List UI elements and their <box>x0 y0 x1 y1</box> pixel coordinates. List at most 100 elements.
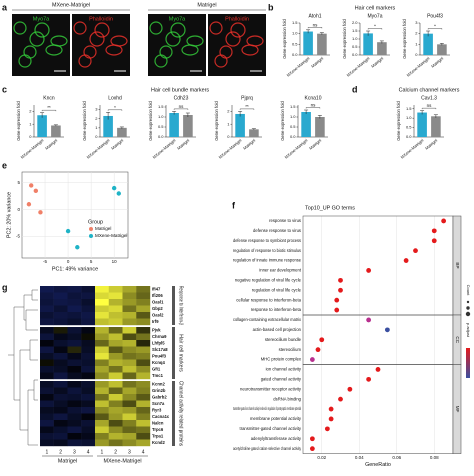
heat-cell <box>108 359 123 367</box>
panel-label: a <box>2 2 8 12</box>
significance-bracket <box>239 108 255 110</box>
heat-cell <box>53 394 68 401</box>
y-tick-label: 1.0 <box>406 115 412 120</box>
column-label: 3 <box>128 449 131 455</box>
chart-title: Pou4f3 <box>427 13 443 19</box>
dot <box>319 337 325 343</box>
legend-size <box>466 306 470 310</box>
term-label: stereocilium bundle <box>265 337 302 342</box>
gene-label: Slc17a8 <box>152 347 168 352</box>
y-tick-label: -5 <box>16 234 20 239</box>
y-tick-label: 2.0 <box>352 20 358 25</box>
heat-cell <box>40 381 54 388</box>
bar <box>431 116 441 137</box>
y-axis-label: Gene expression fold <box>82 101 87 141</box>
chart-title: Kcna10 <box>305 95 322 101</box>
x-tick-label: Matrigel <box>242 138 256 151</box>
gene-label: Gabrb2 <box>152 394 167 399</box>
bar <box>315 117 325 137</box>
y-tick-label: 1.0 <box>352 36 358 41</box>
heat-cell <box>67 426 82 434</box>
heat-cell <box>108 372 123 380</box>
heat-cell <box>108 407 123 414</box>
gene-label: Trpc6 <box>152 427 164 432</box>
heat-cell <box>95 394 109 401</box>
chart-title: Cav1.3 <box>421 95 437 101</box>
term-label: MHC protein complex <box>261 357 302 362</box>
error-bar <box>251 128 256 130</box>
heat-cell <box>53 318 68 326</box>
heat-cell <box>67 312 82 319</box>
heat-cell <box>95 413 109 421</box>
heat-cell <box>81 426 96 434</box>
y-tick-label: 1.0 <box>290 114 296 119</box>
heat-cell <box>81 381 96 388</box>
section-label: CC <box>455 336 460 343</box>
heat-cell <box>122 359 137 367</box>
y-tick-label: 0.0 <box>290 134 296 139</box>
x-tick-label: 0.08 <box>430 455 439 460</box>
column-label: 4 <box>87 449 90 455</box>
section-strip <box>452 364 462 454</box>
heat-cell <box>122 387 137 395</box>
heat-cell <box>81 359 96 367</box>
x-tick-label: Matrigel <box>44 138 58 151</box>
x-axis-label: PC1: 49% variance <box>52 266 98 272</box>
heat-cell <box>136 353 151 360</box>
term-label: stereocilium <box>279 347 302 352</box>
heat-cell <box>67 346 82 354</box>
heat-cell <box>67 333 82 341</box>
gene-label: Pou4f3 <box>152 353 167 358</box>
significance-bracket <box>107 109 123 111</box>
x-tick-label: MXene-Matrigel <box>346 56 371 78</box>
dot <box>338 396 343 402</box>
legend-label: MXene-Matrigel <box>95 233 127 238</box>
heat-cell <box>108 286 123 293</box>
heat-cell <box>67 327 82 334</box>
dot <box>309 446 315 452</box>
heat-cell <box>81 400 96 408</box>
heat-cell <box>95 286 109 293</box>
heat-cell <box>122 394 137 401</box>
heat-cell <box>136 318 151 326</box>
legend-size <box>465 311 471 317</box>
heat-cell <box>67 407 82 414</box>
section-frame <box>302 364 454 454</box>
significance-bracket <box>41 109 57 112</box>
error-bar <box>119 126 124 129</box>
x-tick-label: MXene-Matrigel <box>218 138 243 160</box>
significance-bracket <box>427 28 443 30</box>
term-label: defense response to symbiont process <box>233 238 301 243</box>
significance-bracket <box>421 107 437 110</box>
dot <box>328 416 334 422</box>
cell <box>225 31 241 47</box>
heat-cell <box>40 420 54 427</box>
heat-cell <box>67 387 82 395</box>
heat-cell <box>53 387 68 395</box>
bar <box>437 44 447 55</box>
heat-cell <box>40 387 54 395</box>
heat-cell <box>53 333 68 341</box>
heat-cell <box>40 286 54 293</box>
heat-cell <box>108 346 123 354</box>
bar <box>37 115 47 137</box>
group-label: MXene-Matrigel <box>52 2 90 8</box>
heat-cell <box>108 420 123 427</box>
section-title: Hair cell markers <box>355 5 396 11</box>
y-tick-label: 2 <box>95 116 98 121</box>
x-tick-label: Matrigel <box>430 56 444 69</box>
heat-cell <box>122 305 137 313</box>
y-tick-label: 0 <box>95 134 98 139</box>
y-tick-label: 0.5 <box>292 41 298 46</box>
heat-cell <box>53 353 68 360</box>
y-axis-label: PC2: 20% variance <box>6 192 12 238</box>
heat-cell <box>40 292 54 300</box>
term-label: cellular response to interferon-beta <box>236 297 301 302</box>
significance-label: ns <box>427 103 433 108</box>
module-bar <box>172 327 175 379</box>
y-tick-label: 0.0 <box>158 134 164 139</box>
heat-cell <box>122 366 137 373</box>
x-tick-label: Matrigel <box>310 56 324 69</box>
heat-cell <box>136 292 151 300</box>
heat-cell <box>40 305 54 313</box>
